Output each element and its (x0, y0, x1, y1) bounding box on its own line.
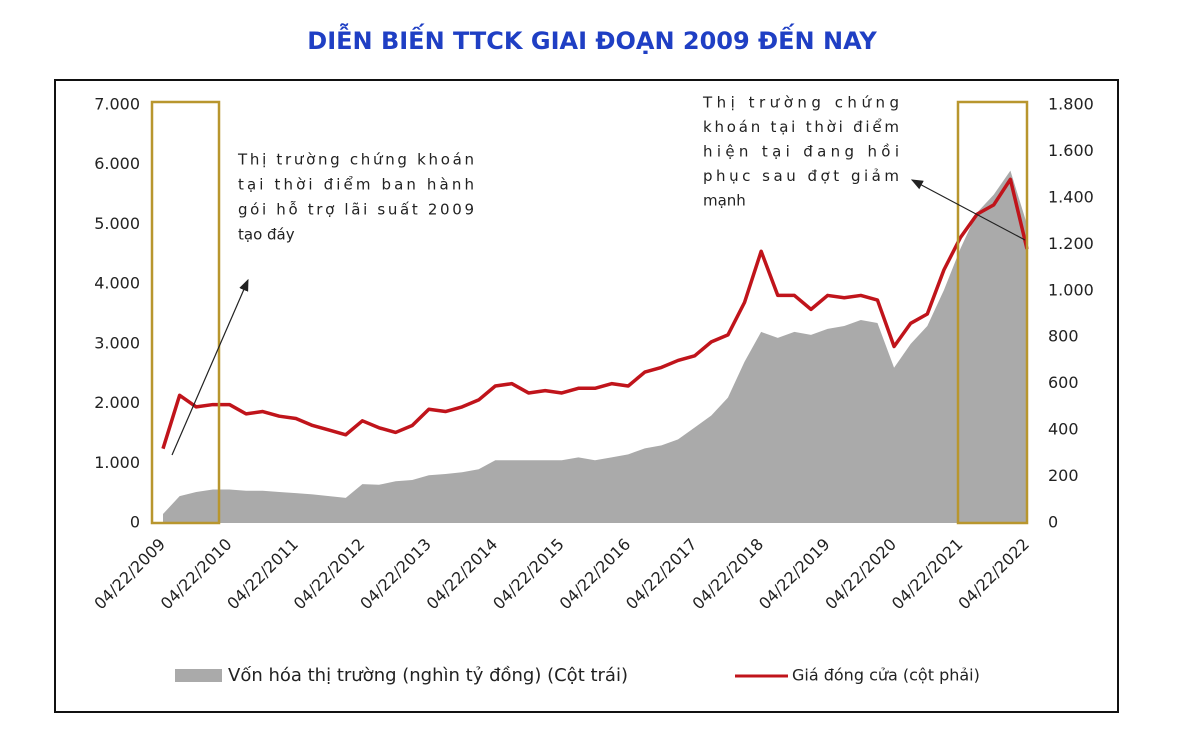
y-tick-label: 0 (130, 513, 140, 532)
annotation: hiện tại đang hồi (703, 143, 899, 161)
y2-tick-label: 0 (1048, 513, 1058, 532)
highlight-box (150, 100, 221, 525)
x-tick-label: 04/22/2022 (954, 535, 1033, 614)
y2-tick-label: 1.200 (1048, 234, 1094, 253)
y2-tick-label: 1.600 (1048, 141, 1094, 160)
legend-label: Giá đóng cửa (cột phải) (792, 666, 980, 685)
arrow (910, 179, 1026, 241)
annotation: phục sau đợt giảm (703, 167, 899, 185)
annotation: tại thời điểm ban hành (238, 176, 474, 194)
arrow (171, 278, 249, 456)
y2-tick-label: 1.800 (1048, 95, 1094, 114)
area (163, 170, 1027, 523)
annotation: Thị trường chứng (702, 94, 899, 112)
y2-tick-label: 400 (1048, 420, 1079, 439)
annotation: khoán tại thời điểm (703, 118, 899, 136)
y-tick-label: 6.000 (94, 154, 140, 173)
annotation: mạnh (703, 192, 746, 210)
y-tick-label: 3.000 (94, 333, 140, 352)
y-tick-label: 2.000 (94, 393, 140, 412)
y2-tick-label: 1.400 (1048, 187, 1094, 206)
annotation: tạo đáy (238, 226, 295, 244)
annotation: gói hỗ trợ lãi suất 2009 (238, 201, 474, 219)
frame (54, 79, 1119, 713)
chart-title: DIỄN BIẾN TTCK GIAI ĐOẠN 2009 ĐẾN NAY (307, 22, 877, 55)
y-tick-label: 1.000 (94, 453, 140, 472)
y-tick-label: 5.000 (94, 214, 140, 233)
annotation: Thị trường chứng khoán (237, 151, 474, 169)
y2-tick-label: 600 (1048, 373, 1079, 392)
highlight-box (956, 100, 1029, 525)
legend-label: Vốn hóa thị trường (nghìn tỷ đồng) (Cột … (228, 665, 628, 686)
y2-tick-label: 800 (1048, 327, 1079, 346)
y-tick-label: 4.000 (94, 274, 140, 293)
y2-tick-label: 1.000 (1048, 280, 1094, 299)
y-tick-label: 7.000 (94, 95, 140, 114)
legend-swatch (175, 669, 222, 682)
line (161, 177, 1029, 450)
y2-tick-label: 200 (1048, 466, 1079, 485)
